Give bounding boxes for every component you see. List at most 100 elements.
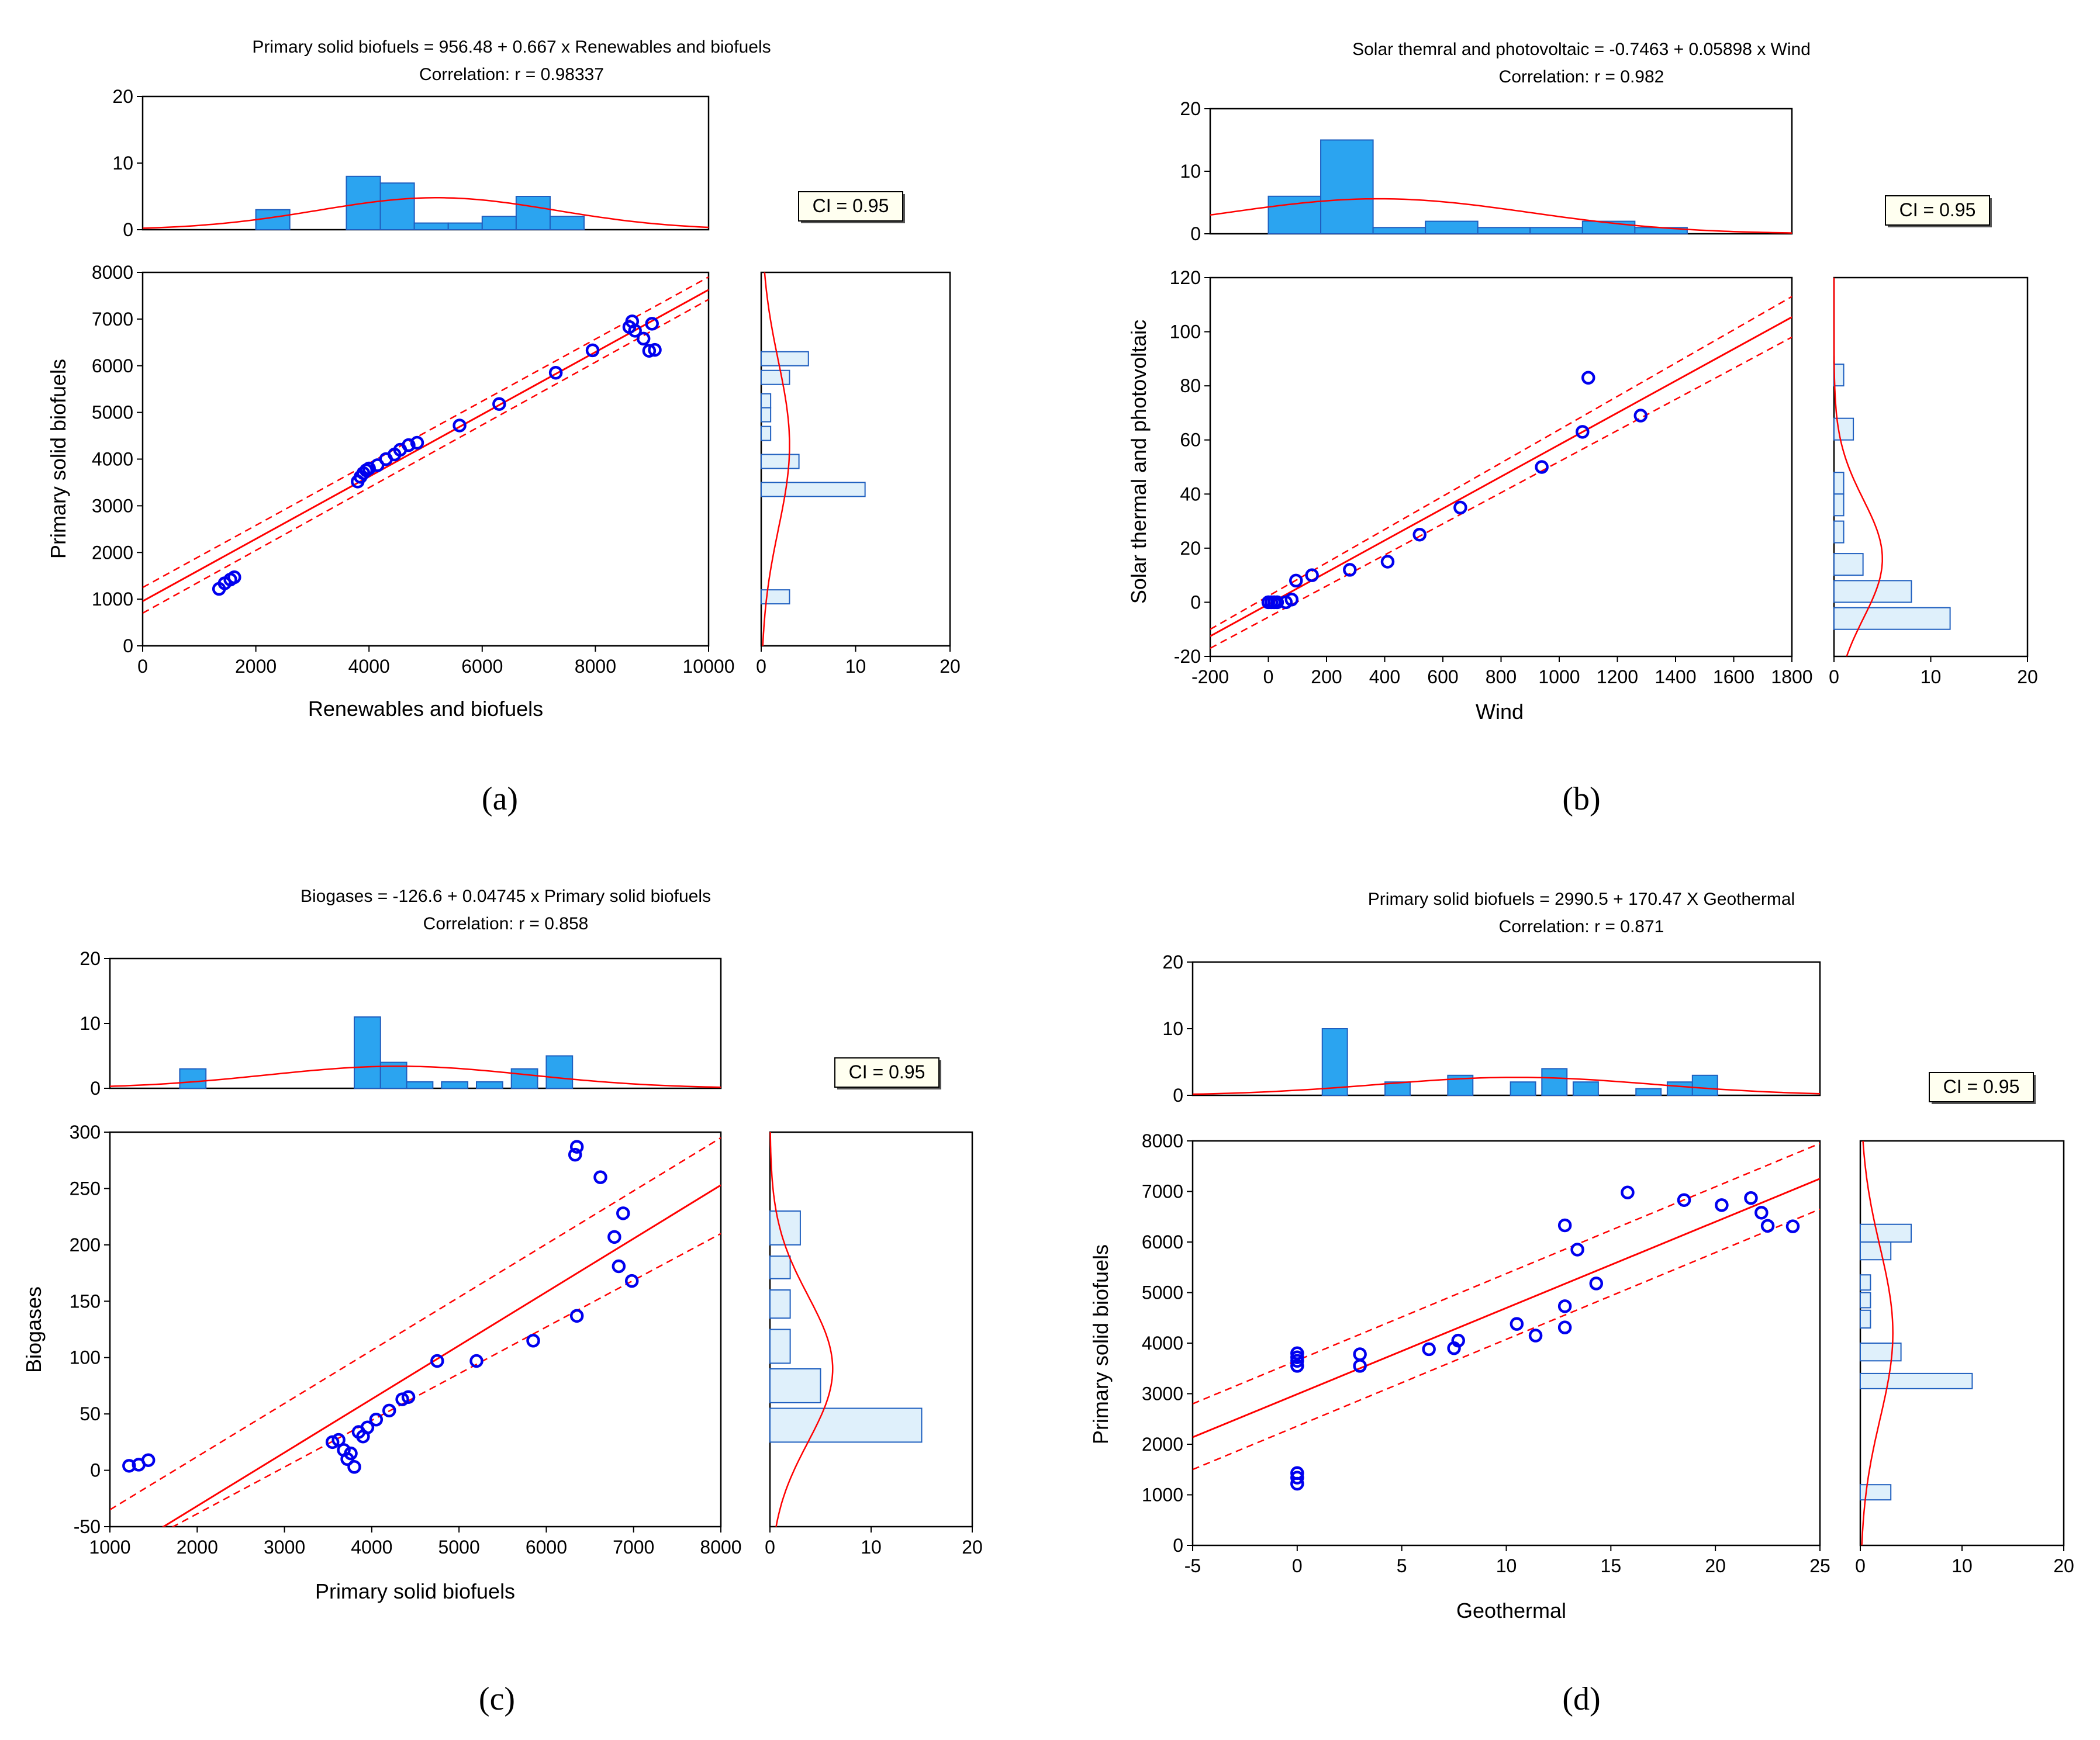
y-tick-label: 5000 — [92, 402, 133, 423]
regression-line — [1210, 316, 1792, 637]
data-point — [492, 397, 506, 411]
side-hist-bar — [1833, 607, 1951, 630]
y-axis-label: Primary solid biofuels — [1089, 1244, 1113, 1444]
data-point — [401, 1390, 416, 1404]
side-hist-bar — [769, 1329, 791, 1364]
data-point — [395, 1392, 409, 1406]
data-point — [469, 1354, 483, 1368]
y-tick-label: 7000 — [92, 309, 133, 330]
side-hist-bar — [1833, 520, 1845, 544]
ci-upper-line — [143, 276, 709, 589]
data-point — [1557, 1299, 1572, 1313]
side-hist-bar — [761, 426, 772, 441]
x-tick-label: 7000 — [613, 1537, 654, 1558]
data-point — [1510, 1317, 1524, 1331]
data-point — [624, 1274, 639, 1288]
y-tick-label: 6000 — [92, 355, 133, 376]
side-hist-bar — [769, 1255, 791, 1279]
side-hist-frame — [769, 1131, 973, 1528]
ci-lower-line — [171, 1233, 721, 1527]
side-hist-bar — [761, 454, 800, 469]
panel-a-caption: (a) — [482, 781, 518, 817]
data-point — [453, 418, 467, 433]
y-tick-label: 0 — [123, 635, 133, 656]
top-hist-normal-curve — [109, 1066, 721, 1088]
data-point — [607, 1230, 621, 1244]
panel-c-caption: (c) — [479, 1681, 515, 1717]
top-hist-frame — [1191, 961, 1821, 1096]
top-hist-bar — [481, 216, 517, 231]
side-hist-bar — [769, 1210, 801, 1246]
top-hist-bar — [1425, 220, 1479, 235]
data-point — [1453, 500, 1467, 515]
y-tick-label: -50 — [74, 1516, 101, 1537]
top-hist-bar — [255, 209, 291, 230]
data-point — [331, 1433, 346, 1447]
top-hist-normal-curve — [142, 197, 709, 229]
data-point — [1284, 593, 1299, 607]
top-hist-bar — [1510, 1081, 1536, 1096]
side-hist-bar — [1860, 1309, 1871, 1329]
x-tick-label: 0 — [137, 656, 148, 677]
data-point — [360, 1420, 375, 1435]
top-hist-bar — [1477, 227, 1531, 234]
data-point — [1353, 1347, 1367, 1361]
top-hist-y-tick-label: 20 — [1162, 952, 1183, 973]
panel-c-title: Biogases = -126.6 + 0.04745 x Primary so… — [301, 887, 711, 906]
side-hist-bar — [769, 1368, 821, 1403]
top-hist-y-tick-label: 20 — [1180, 98, 1201, 119]
panel-b-subtitle: Correlation: r = 0.982 — [1499, 67, 1664, 87]
side-hist-bar — [769, 1407, 923, 1443]
side-hist-bar — [1833, 493, 1845, 517]
x-tick-label: 6000 — [526, 1537, 567, 1558]
side-hist-x-tick-label: 10 — [1921, 666, 1942, 687]
data-point — [382, 1403, 396, 1418]
ci-lower-line — [1210, 336, 1792, 649]
side-hist-x-tick-label: 20 — [2017, 666, 2038, 687]
top-hist-bar — [413, 222, 449, 231]
data-point — [1422, 1342, 1436, 1357]
top-hist-bar — [1541, 1068, 1568, 1096]
top-hist-y-tick-label: 20 — [80, 948, 101, 969]
x-tick-label: -5 — [1184, 1555, 1201, 1576]
side-hist-bar — [761, 482, 866, 497]
y-tick-label: 2000 — [92, 542, 133, 563]
y-tick-label: 150 — [70, 1291, 101, 1312]
x-tick-label: 10000 — [683, 656, 735, 677]
data-point — [1570, 1243, 1584, 1257]
regression-group — [1193, 1143, 1820, 1471]
y-axis-label: Primary solid biofuels — [46, 359, 70, 559]
ci-lower-line — [143, 299, 709, 614]
panel-a-title: Primary solid biofuels = 956.48 + 0.667 … — [252, 37, 771, 57]
regression-line — [143, 289, 709, 602]
panel-d-caption: (d) — [1562, 1681, 1600, 1717]
regression-group — [110, 1137, 721, 1527]
data-point — [585, 343, 600, 358]
data-point — [141, 1453, 156, 1467]
regression-group — [143, 276, 709, 614]
side-hist-x-tick-label: 20 — [2053, 1555, 2074, 1576]
y-tick-label: 120 — [1170, 267, 1201, 288]
top-hist-bar — [549, 216, 585, 231]
panel-b: Solar themral and photovoltaic = -0.7463… — [1352, 40, 1811, 817]
top-hist-y-tick-label: 0 — [1173, 1085, 1183, 1106]
top-hist-y-tick-label: 10 — [1162, 1018, 1183, 1039]
data-point — [430, 1354, 444, 1368]
y-tick-label: 300 — [70, 1122, 101, 1143]
side-hist-bar — [1833, 553, 1864, 576]
x-tick-label: 5000 — [438, 1537, 480, 1558]
x-tick-label: 10 — [1496, 1555, 1517, 1576]
x-axis-label: Primary solid biofuels — [315, 1579, 515, 1603]
y-tick-label: 250 — [70, 1178, 101, 1199]
data-point — [548, 365, 563, 380]
data-point — [347, 1460, 361, 1474]
side-hist-bar — [1833, 472, 1845, 495]
y-tick-label: 4000 — [92, 449, 133, 470]
data-point — [628, 324, 642, 338]
x-axis-label: Geothermal — [1456, 1599, 1566, 1623]
y-tick-label: 40 — [1180, 483, 1201, 504]
side-hist-bar — [761, 393, 772, 409]
data-point — [1305, 568, 1319, 582]
top-hist-bar — [510, 1068, 538, 1089]
y-tick-label: 0 — [1173, 1535, 1183, 1556]
